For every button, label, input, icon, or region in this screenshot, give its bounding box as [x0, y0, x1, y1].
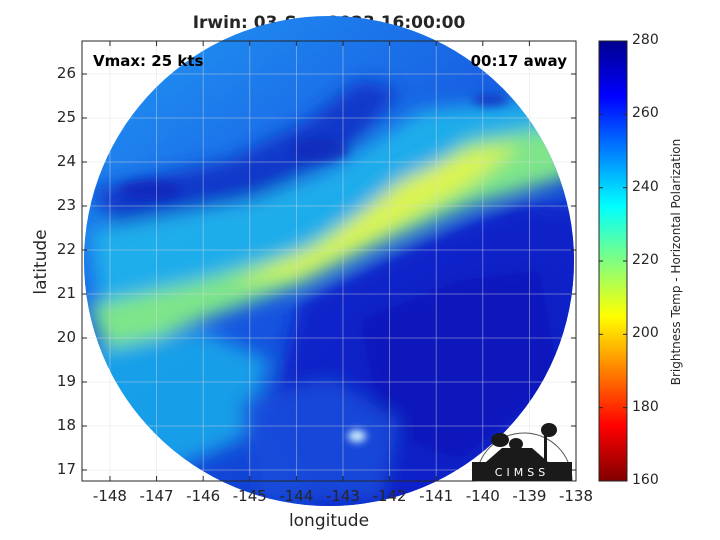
y-axis-label: latitude: [31, 229, 51, 295]
y-tick-label: 17: [56, 460, 76, 478]
colorbar-tick-label: 220: [632, 252, 659, 268]
colorbar-tick-label: 280: [632, 32, 659, 48]
x-tick-label: -146: [186, 487, 221, 505]
time-away-label: 00:17 away: [470, 52, 567, 70]
colorbar-tick-label: 180: [632, 398, 659, 415]
colorbar-label: Brightness Temp - Horizontal Polarizatio…: [669, 138, 683, 386]
grid-lines: [82, 41, 577, 481]
colorbar: [598, 40, 628, 482]
vmax-label: Vmax: 25 kts: [93, 52, 204, 70]
logo-text: CIMSS: [495, 466, 549, 479]
x-tick-label: -140: [465, 487, 500, 505]
y-tick-label: 21: [56, 284, 76, 302]
x-tick-label: -145: [232, 487, 267, 505]
y-tick-label: 18: [56, 416, 76, 434]
colorbar-tick-label: 240: [632, 178, 659, 195]
x-axis-label: longitude: [288, 511, 370, 531]
colorbar-tick-label: 160: [632, 472, 659, 488]
y-tick-label: 22: [56, 240, 76, 258]
y-tick-label: 25: [56, 108, 76, 126]
x-tick-label: -148: [92, 487, 127, 505]
axes-frame: [81, 40, 577, 482]
y-tick-label: 24: [56, 152, 76, 170]
colorbar-tick-label: 260: [632, 105, 659, 122]
tick-marks: [82, 41, 577, 481]
x-tick-label: -142: [372, 487, 407, 505]
x-tick-label: -143: [325, 487, 360, 505]
x-tick-label: -144: [279, 487, 314, 505]
y-tick-label: 20: [56, 328, 76, 346]
x-tick-label: -141: [419, 487, 454, 505]
colorbar-tick-label: 200: [632, 325, 659, 342]
cimss-logo: CIMSS: [472, 423, 573, 482]
colorbar-tick-marks: [599, 40, 627, 482]
x-tick-label: -147: [139, 487, 174, 505]
y-tick-label: 26: [56, 64, 76, 82]
x-tick-label: -138: [558, 487, 594, 505]
y-tick-label: 19: [56, 372, 76, 390]
y-tick-label: 23: [56, 196, 76, 214]
x-tick-label: -139: [512, 487, 547, 505]
